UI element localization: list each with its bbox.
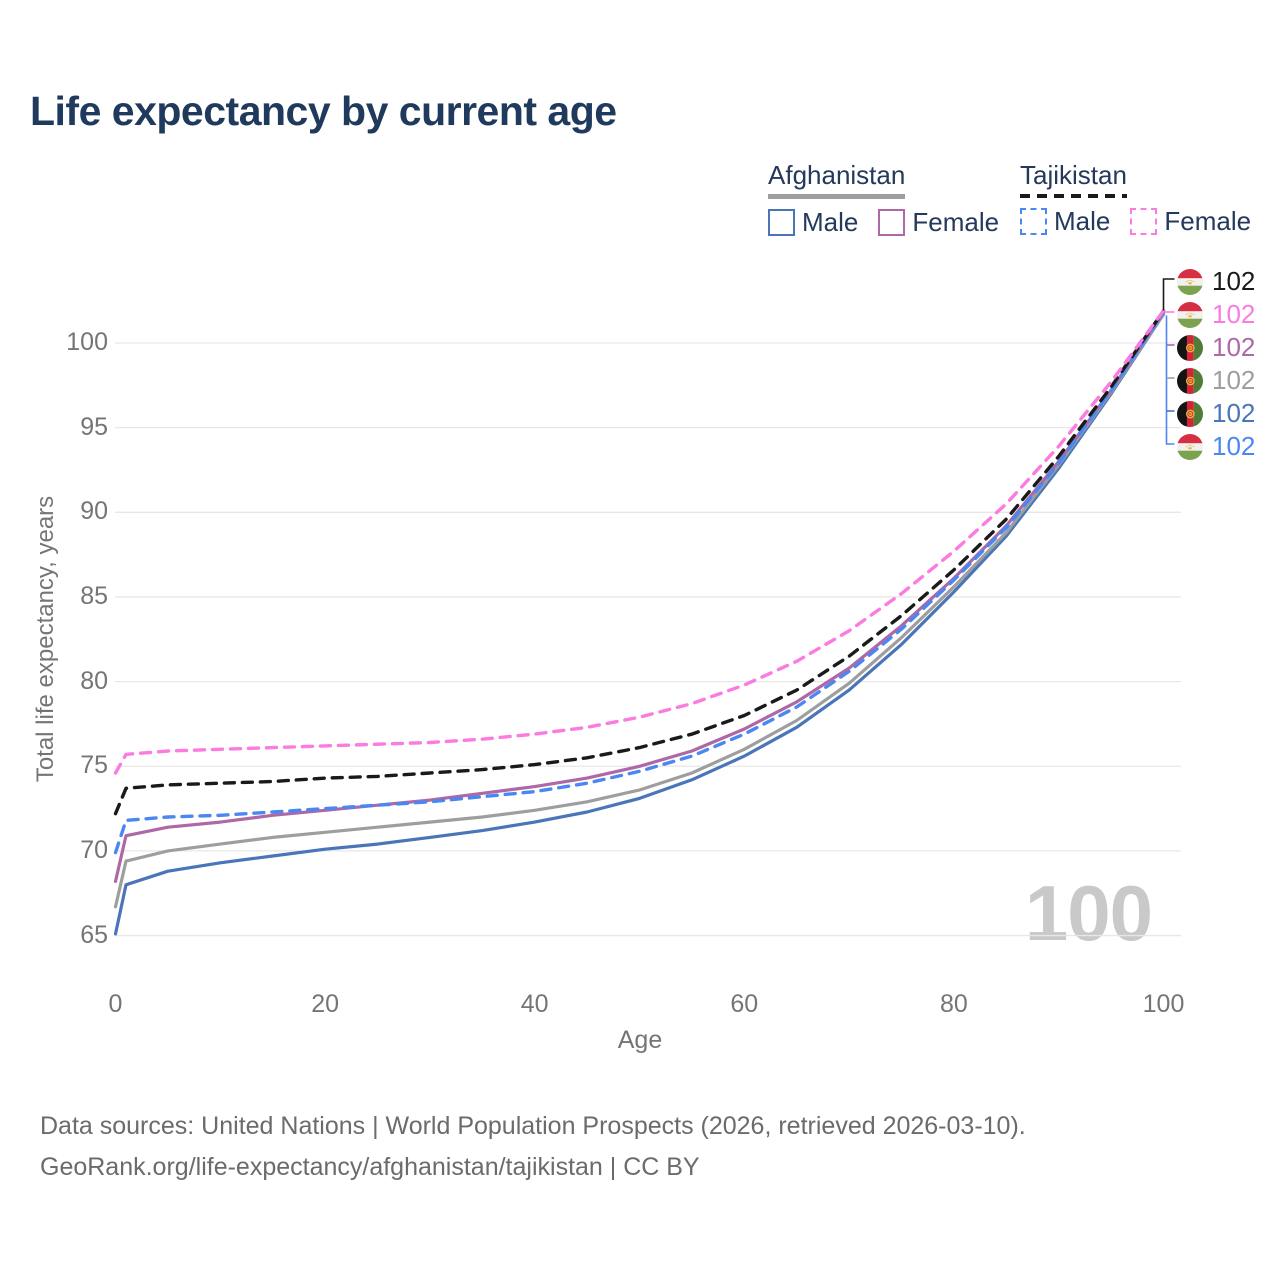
endpoint-label-afghanistan-both-sexes[interactable]: 102 bbox=[1177, 365, 1255, 396]
x-tick-0: 0 bbox=[108, 990, 123, 1018]
footer-sources: Data sources: United Nations | World Pop… bbox=[40, 1112, 1026, 1140]
afghanistan-flag-icon bbox=[1177, 367, 1203, 394]
legend-item-label: Male bbox=[1054, 206, 1111, 236]
legend-item-afghanistan-female[interactable]: Female bbox=[878, 207, 999, 238]
y-tick-90: 90 bbox=[80, 497, 108, 526]
footer-attribution: GeoRank.org/life-expectancy/afghanistan/… bbox=[40, 1153, 700, 1181]
legend-item-tajikistan-female[interactable]: Female bbox=[1130, 206, 1251, 237]
x-tick-60: 60 bbox=[730, 990, 759, 1018]
leader-line-0 bbox=[1162, 278, 1175, 311]
endpoint-value: 102 bbox=[1212, 299, 1256, 329]
tajikistan-flag-icon bbox=[1177, 433, 1203, 460]
legend: Afghanistan Male Female Tajikistan Male Femal… bbox=[0, 160, 1280, 250]
legend-item-afghanistan-male[interactable]: Male bbox=[768, 207, 858, 238]
y-tick-80: 80 bbox=[80, 666, 108, 695]
endpoint-label-afghanistan-male[interactable]: 102 bbox=[1177, 398, 1255, 429]
afghanistan-flag-icon bbox=[1177, 334, 1203, 361]
y-tick-65: 65 bbox=[80, 920, 108, 949]
series-line-afghanistan-male[interactable] bbox=[113, 312, 1166, 936]
legend-country-afghanistan[interactable]: Afghanistan bbox=[768, 160, 906, 199]
afghanistan-flag-icon bbox=[1177, 400, 1203, 427]
legend-item-label: Male bbox=[802, 207, 859, 237]
endpoint-label-tajikistan-male[interactable]: 102 bbox=[1177, 431, 1255, 462]
endpoint-value: 102 bbox=[1212, 365, 1256, 395]
solid-swatch-icon bbox=[768, 209, 795, 236]
footer: Data sources: United Nations | World Pop… bbox=[40, 1106, 1026, 1188]
dashed-underline bbox=[1020, 194, 1127, 198]
tajikistan-flag-icon bbox=[1177, 301, 1203, 328]
age-watermark: 100 bbox=[1024, 869, 1153, 957]
legend-item-tajikistan-male[interactable]: Male bbox=[1020, 206, 1110, 237]
y-tick-95: 95 bbox=[80, 412, 108, 441]
x-axis-title: Age bbox=[617, 1026, 663, 1054]
legend-item-label: Female bbox=[912, 207, 1000, 237]
series-line-tajikistan-male[interactable] bbox=[113, 310, 1166, 855]
endpoint-value: 102 bbox=[1212, 332, 1256, 362]
endpoint-value: 102 bbox=[1212, 266, 1256, 296]
x-tick-80: 80 bbox=[939, 990, 968, 1018]
solid-swatch-icon bbox=[878, 209, 906, 236]
page-title: Life expectancy by current age bbox=[30, 88, 617, 134]
endpoint-value: 102 bbox=[1212, 398, 1256, 428]
series-line-tajikistan-female[interactable] bbox=[113, 309, 1166, 775]
legend-country-tajikistan[interactable]: Tajikistan bbox=[1020, 160, 1127, 198]
y-tick-100: 100 bbox=[66, 328, 108, 356]
series-line-tajikistan-both-sexes[interactable] bbox=[113, 309, 1166, 816]
y-tick-75: 75 bbox=[80, 751, 108, 780]
legend-group-tajikistan: Tajikistan Male Female bbox=[1020, 160, 1251, 237]
legend-item-label: Female bbox=[1164, 206, 1252, 236]
endpoint-label-tajikistan-female[interactable]: 102 bbox=[1177, 299, 1255, 330]
endpoint-value: 102 bbox=[1212, 431, 1256, 461]
dashed-swatch-icon bbox=[1020, 208, 1047, 235]
x-tick-40: 40 bbox=[520, 990, 549, 1018]
series-line-afghanistan-both-sexes[interactable] bbox=[113, 312, 1166, 909]
leader-line-5 bbox=[1165, 315, 1175, 445]
endpoint-label-tajikistan-both-sexes[interactable]: 102 bbox=[1177, 266, 1255, 297]
dashed-swatch-icon bbox=[1130, 208, 1158, 235]
solid-underline bbox=[768, 194, 906, 199]
endpoint-label-afghanistan-female[interactable]: 102 bbox=[1177, 332, 1255, 363]
x-tick-20: 20 bbox=[311, 990, 339, 1018]
tajikistan-flag-icon bbox=[1177, 268, 1203, 295]
y-tick-70: 70 bbox=[80, 835, 108, 864]
x-tick-100: 100 bbox=[1142, 990, 1185, 1018]
y-tick-85: 85 bbox=[80, 581, 108, 610]
legend-group-afghanistan: Afghanistan Male Female bbox=[768, 160, 999, 238]
